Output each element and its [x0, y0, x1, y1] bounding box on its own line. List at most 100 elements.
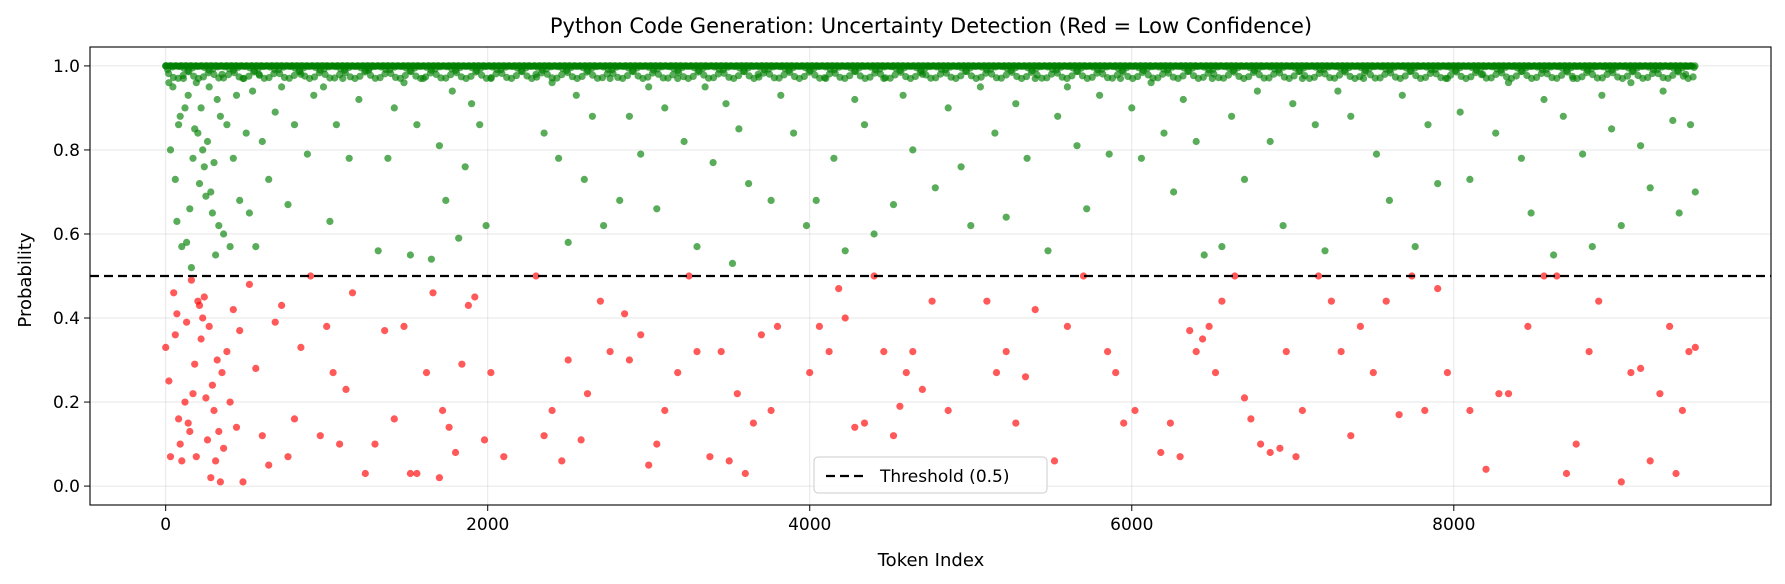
data-point — [1050, 457, 1059, 465]
data-point — [977, 73, 985, 81]
data-point — [1240, 394, 1249, 402]
data-point — [564, 356, 572, 364]
data-point — [967, 222, 975, 230]
data-point — [239, 478, 247, 486]
data-point — [815, 322, 824, 330]
data-point — [203, 436, 212, 444]
data-point — [685, 272, 693, 280]
data-point — [1533, 73, 1541, 81]
y-tick-label: 1.0 — [53, 57, 80, 77]
data-point — [1482, 465, 1490, 473]
data-point — [841, 314, 849, 322]
data-point — [653, 440, 661, 448]
data-point — [199, 73, 207, 81]
data-point — [1467, 73, 1475, 81]
data-point — [205, 322, 213, 330]
data-point — [706, 453, 714, 461]
data-point — [1079, 272, 1088, 280]
data-point — [1659, 87, 1667, 95]
data-point — [183, 238, 191, 246]
data-point — [1298, 406, 1306, 415]
data-point — [406, 469, 414, 478]
data-point — [1073, 142, 1081, 150]
data-point — [265, 74, 273, 82]
y-axis-label: Probability — [15, 232, 36, 327]
data-point — [245, 72, 253, 80]
data-point — [749, 419, 758, 427]
data-point — [1179, 72, 1187, 80]
data-point — [1637, 142, 1645, 150]
data-point — [429, 289, 437, 297]
data-point — [1002, 213, 1010, 221]
data-point — [223, 121, 231, 129]
data-point — [197, 335, 205, 343]
data-point — [165, 377, 173, 385]
data-point — [1588, 243, 1596, 251]
data-point — [1088, 73, 1096, 81]
data-point — [745, 180, 753, 188]
data-point — [1205, 322, 1213, 330]
data-point — [170, 289, 178, 297]
data-point — [297, 343, 305, 351]
data-point — [1672, 469, 1680, 478]
data-point — [371, 440, 379, 448]
data-point — [1054, 112, 1062, 120]
data-point — [625, 356, 634, 364]
data-point — [332, 121, 340, 129]
data-point — [1553, 272, 1561, 280]
data-point — [806, 369, 814, 377]
data-point — [284, 453, 292, 461]
data-point — [455, 234, 463, 242]
data-point — [1200, 251, 1208, 259]
data-point — [600, 222, 608, 230]
y-tick-label: 0.2 — [53, 393, 80, 413]
x-tick-label: 2000 — [466, 515, 509, 535]
data-point — [735, 125, 743, 133]
data-point — [212, 251, 220, 259]
y-tick-label: 0.0 — [53, 477, 80, 497]
data-point — [210, 406, 218, 415]
data-point — [348, 289, 357, 297]
data-point — [1292, 453, 1300, 461]
data-point — [1266, 137, 1274, 146]
y-tick-label: 0.4 — [53, 309, 80, 329]
data-point — [709, 74, 718, 82]
data-point — [1327, 297, 1335, 305]
data-point — [931, 184, 939, 192]
data-point — [991, 129, 999, 137]
data-point — [1685, 348, 1693, 356]
data-point — [880, 348, 888, 356]
data-point — [1063, 322, 1071, 330]
data-point — [637, 150, 645, 158]
data-point — [226, 243, 234, 251]
data-point — [891, 71, 899, 79]
data-point — [1411, 243, 1419, 251]
data-point — [1218, 243, 1226, 251]
data-point — [1669, 116, 1677, 125]
data-point — [1199, 335, 1207, 343]
data-point — [323, 322, 331, 330]
data-point — [186, 205, 194, 213]
data-point — [741, 469, 749, 478]
data-point — [192, 453, 200, 461]
data-point — [1644, 73, 1652, 82]
data-point — [400, 322, 408, 330]
data-point — [232, 423, 241, 431]
data-point — [310, 73, 319, 81]
data-point — [1002, 348, 1010, 356]
data-point — [580, 175, 588, 183]
data-point — [245, 280, 253, 288]
data-point — [448, 87, 456, 95]
data-point — [846, 72, 854, 80]
data-point — [476, 121, 484, 129]
data-point — [564, 68, 572, 77]
data-point — [621, 310, 629, 318]
data-point — [1617, 478, 1625, 486]
data-point — [202, 192, 210, 200]
data-point — [1398, 91, 1406, 99]
data-point — [187, 264, 195, 272]
data-point — [1289, 100, 1297, 108]
data-point — [1063, 83, 1071, 91]
data-point — [825, 348, 833, 356]
data-point — [208, 381, 216, 389]
